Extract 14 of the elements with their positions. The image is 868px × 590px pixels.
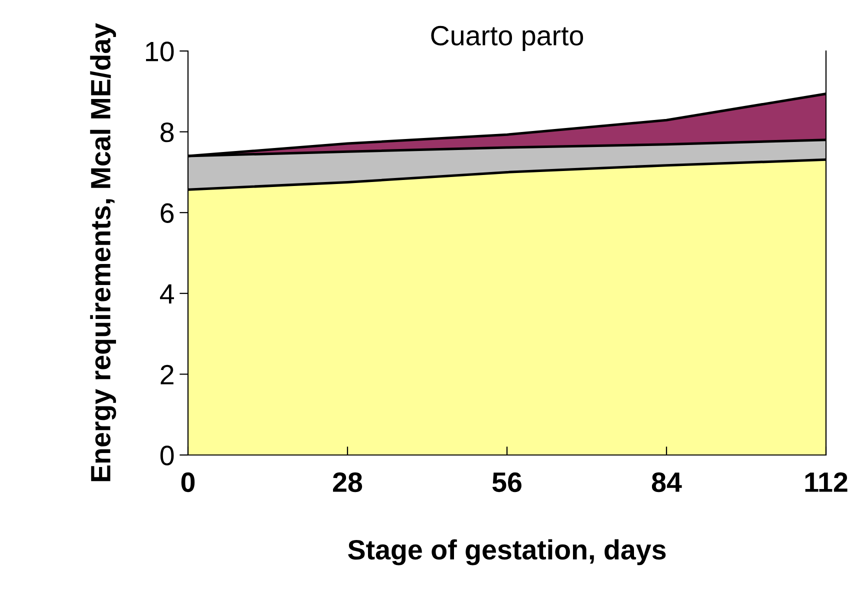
y-tick-label: 4 xyxy=(160,284,174,304)
x-tick-label: 0 xyxy=(181,472,195,492)
y-tick-label: 8 xyxy=(160,122,174,142)
x-tick-label: 112 xyxy=(805,472,848,492)
x-tick-label: 56 xyxy=(492,472,522,492)
x-tick-label: 28 xyxy=(333,472,362,492)
y-tick-label: 6 xyxy=(160,203,174,223)
y-tick-label: 2 xyxy=(160,364,174,384)
chart-title: Cuarto parto xyxy=(431,26,584,51)
y-tick-label: 0 xyxy=(160,446,174,466)
x-tick-label: 84 xyxy=(652,472,682,492)
y-axis-title: Energy requirements, Mcal ME/day xyxy=(90,23,116,482)
x-axis-title: Stage of gestation, days xyxy=(348,539,666,566)
y-tick-label: 10 xyxy=(146,42,174,62)
